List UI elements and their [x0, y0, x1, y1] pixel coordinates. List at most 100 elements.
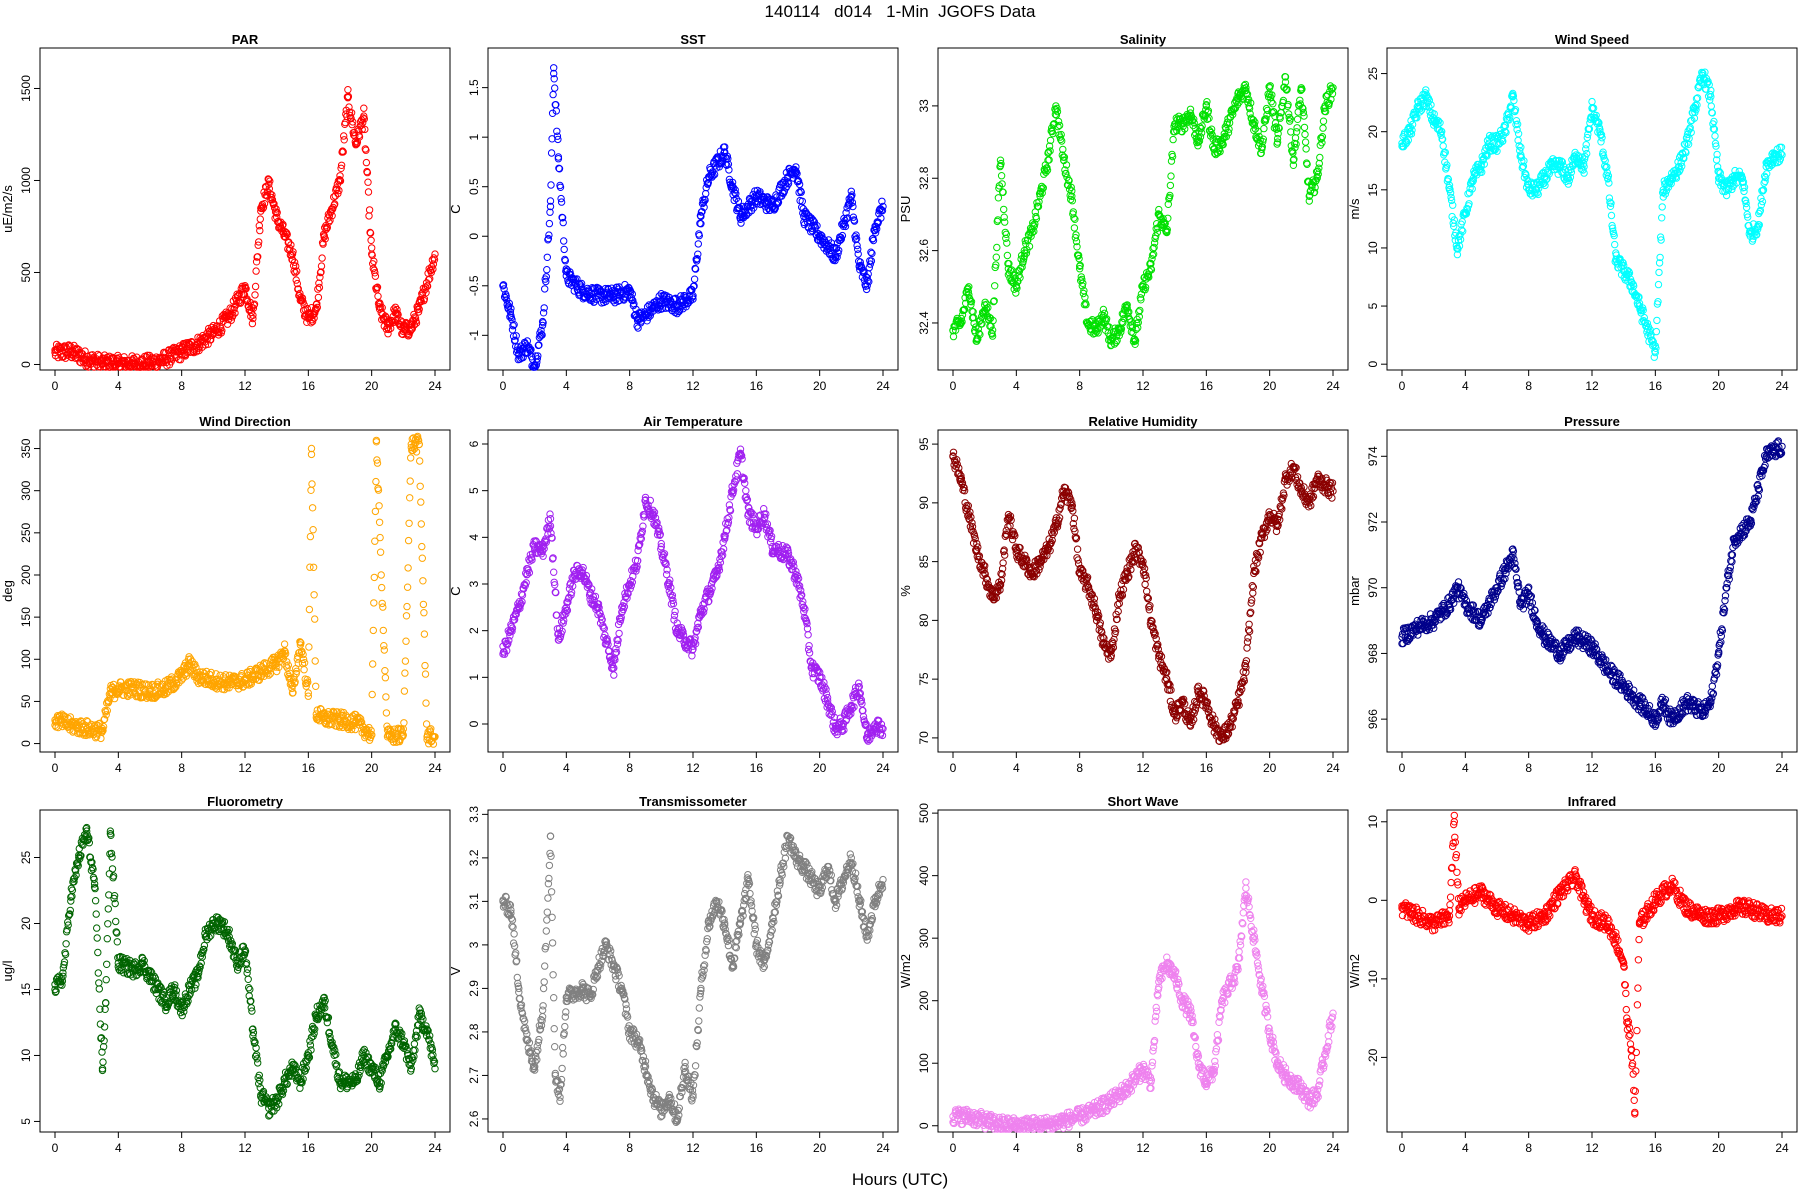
data-point	[1493, 147, 1501, 155]
data-point	[693, 255, 701, 263]
data-point	[1173, 127, 1181, 135]
data-point	[1260, 124, 1268, 133]
data-point	[523, 341, 531, 349]
data-point	[805, 642, 813, 650]
data-point	[251, 282, 260, 291]
x-tick-label: 24	[428, 379, 442, 393]
data-point	[381, 674, 390, 682]
data-point	[391, 309, 400, 317]
data-point	[1652, 327, 1661, 336]
data-point	[402, 637, 410, 645]
data-point	[1693, 94, 1702, 102]
data-point	[1000, 213, 1008, 221]
x-tick-label: 24	[876, 379, 890, 393]
data-point	[725, 166, 733, 174]
data-point	[801, 207, 810, 216]
data-point	[422, 289, 430, 297]
data-point	[1039, 184, 1048, 192]
data-point	[1607, 199, 1615, 208]
data-point	[1445, 181, 1454, 190]
data-point	[1044, 156, 1052, 164]
data-point	[809, 217, 817, 225]
data-point	[612, 296, 620, 304]
data-point	[832, 244, 841, 253]
data-point	[336, 172, 344, 180]
data-point	[501, 294, 509, 302]
data-point	[550, 64, 558, 72]
data-point	[1208, 130, 1216, 139]
data-point	[994, 194, 1003, 202]
data-point	[1131, 340, 1139, 348]
data-point	[268, 196, 277, 204]
data-point	[1506, 113, 1514, 122]
data-point	[1654, 298, 1662, 306]
data-point	[869, 236, 878, 245]
data-point	[1672, 174, 1681, 182]
data-point	[1293, 115, 1302, 124]
data-point	[1656, 233, 1665, 241]
data-point	[728, 178, 737, 187]
data-series	[949, 448, 1337, 745]
data-point	[975, 329, 983, 337]
data-point	[1593, 117, 1602, 126]
data-point	[320, 232, 328, 240]
data-point	[1413, 114, 1421, 122]
data-point	[1082, 301, 1090, 309]
data-point	[1579, 160, 1588, 168]
y-tick-label: 2	[467, 627, 481, 634]
data-point	[1599, 152, 1608, 160]
data-point	[375, 305, 384, 313]
data-point	[1286, 115, 1295, 123]
data-point	[290, 258, 299, 266]
data-point	[1072, 237, 1081, 246]
data-point	[1002, 230, 1010, 239]
data-point	[1171, 120, 1179, 128]
data-point	[377, 571, 385, 579]
x-tick-label: 12	[686, 761, 700, 775]
y-tick-label: 0	[19, 361, 33, 368]
data-point	[537, 326, 545, 335]
data-point	[545, 231, 553, 239]
data-point	[1071, 234, 1080, 242]
data-point	[671, 607, 679, 616]
data-point	[1434, 117, 1443, 125]
data-point	[988, 326, 997, 334]
data-point	[336, 176, 344, 185]
data-point	[308, 504, 317, 512]
data-series	[499, 64, 887, 371]
data-point	[694, 250, 702, 258]
data-point	[1711, 132, 1719, 140]
data-point	[1513, 126, 1521, 134]
y-tick-label: 85	[917, 555, 931, 569]
data-point	[1285, 113, 1293, 122]
data-point	[1152, 232, 1160, 240]
data-point	[309, 526, 317, 534]
data-point	[1134, 324, 1142, 332]
data-point	[1274, 124, 1283, 132]
data-point	[370, 573, 378, 582]
data-point	[1046, 136, 1055, 145]
data-point	[1187, 113, 1196, 121]
data-point	[1188, 117, 1197, 125]
data-point	[1020, 246, 1029, 255]
data-point	[376, 548, 385, 556]
plot-frame	[39, 429, 451, 753]
data-point	[1606, 198, 1614, 206]
data-point	[1511, 106, 1520, 114]
data-point	[1674, 158, 1682, 166]
data-point	[1076, 261, 1084, 270]
data-point	[318, 254, 326, 262]
y-tick-label: 4	[467, 534, 481, 541]
data-point	[542, 277, 550, 286]
data-point	[1513, 120, 1522, 128]
data-point	[553, 127, 561, 136]
data-point	[375, 518, 384, 526]
data-point	[364, 188, 373, 196]
data-point	[1658, 203, 1666, 211]
y-tick-label: 90	[917, 496, 931, 510]
y-tick-label: 80	[917, 613, 931, 627]
data-point	[538, 321, 547, 330]
y-tick-label: 500	[19, 262, 33, 282]
data-point	[1163, 228, 1171, 237]
data-point	[287, 241, 295, 249]
